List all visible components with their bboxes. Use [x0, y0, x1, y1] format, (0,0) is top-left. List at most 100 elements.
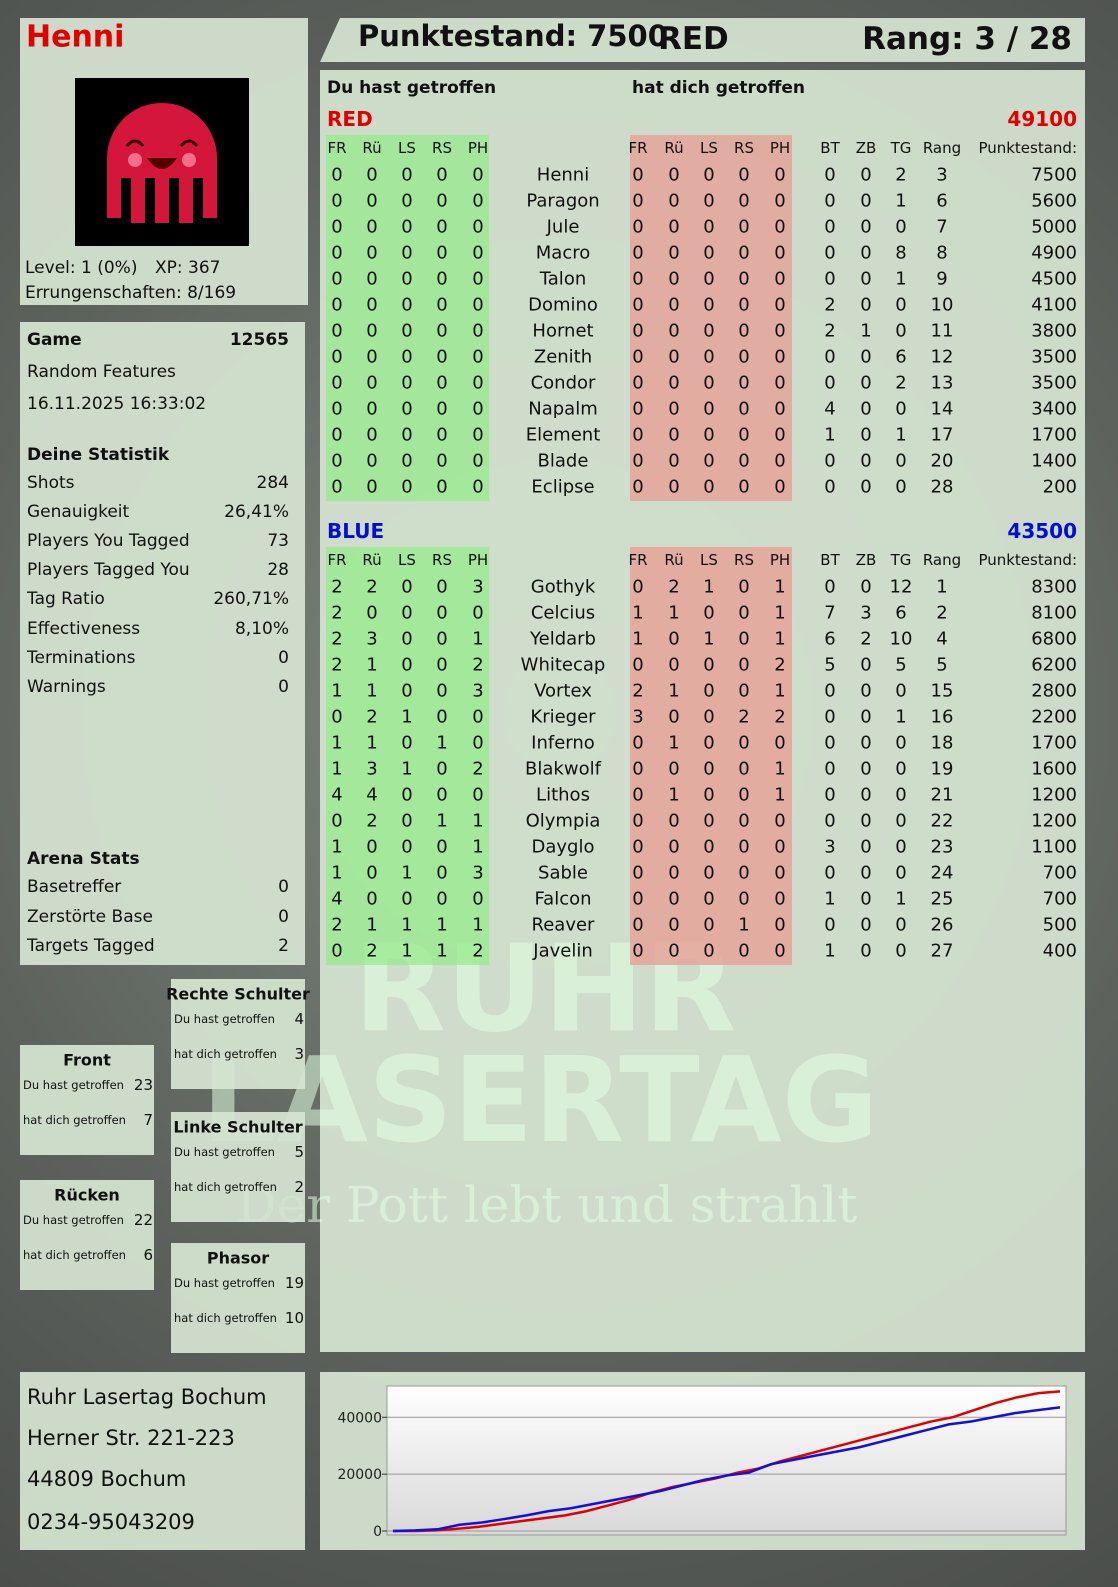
stat-cell: 27 — [930, 940, 954, 962]
stat-cell: 3 — [860, 602, 872, 624]
address-panel — [20, 1372, 305, 1550]
hit-cell: 0 — [366, 294, 378, 316]
hit-cell: 0 — [472, 476, 484, 498]
got-cell: 1 — [703, 576, 715, 598]
hit-cell: 0 — [472, 450, 484, 472]
hit-cell: 0 — [436, 576, 448, 598]
player-name-cell: Sable — [538, 862, 588, 884]
got-cell: 1 — [774, 784, 786, 806]
hit-cell: 0 — [472, 190, 484, 212]
stat-cell: 0 — [860, 242, 872, 264]
got-cell: 0 — [668, 654, 680, 676]
hit-cell: 2 — [472, 654, 484, 676]
hit-cell: 0 — [436, 346, 448, 368]
hit-cell: 0 — [436, 628, 448, 650]
zone-title: Front — [63, 1050, 111, 1070]
stat-cell: 0 — [824, 810, 836, 832]
got-cell: 0 — [668, 190, 680, 212]
hit-cell: 0 — [401, 424, 413, 446]
arena-value: 0 — [278, 877, 289, 897]
stat-cell: 0 — [895, 784, 907, 806]
got-cell: 0 — [738, 628, 750, 650]
got-cell: 0 — [668, 888, 680, 910]
player-name-cell: Paragon — [526, 190, 600, 212]
stat-cell: 2 — [860, 628, 872, 650]
hit-cell: 1 — [436, 914, 448, 936]
player-name-cell: Talon — [539, 268, 587, 290]
stat-cell: 5 — [824, 654, 836, 676]
zone-label: Du hast getroffen — [174, 1145, 275, 1159]
stat-cell: 3500 — [1031, 372, 1077, 394]
got-cell: 0 — [632, 810, 644, 832]
stat-cell: 1 — [824, 888, 836, 910]
stat-cell: 0 — [860, 294, 872, 316]
hit-cell: 2 — [472, 758, 484, 780]
got-cell: 3 — [632, 706, 644, 728]
stat-cell: 0 — [860, 706, 872, 728]
got-cell: 0 — [668, 914, 680, 936]
got-cell: 0 — [668, 372, 680, 394]
got-cell: 0 — [774, 940, 786, 962]
hit-cell: 0 — [401, 476, 413, 498]
got-cell: 0 — [774, 190, 786, 212]
hit-cell: 4 — [331, 784, 343, 806]
hit-cell: 1 — [366, 732, 378, 754]
stat-label: Players Tagged You — [27, 560, 190, 581]
hit-cell: 0 — [366, 602, 378, 624]
hit-cell: 0 — [401, 294, 413, 316]
score-chart: 0 20000 40000 — [337, 1385, 1067, 1540]
column-header: LS — [398, 139, 416, 157]
stat-cell: 0 — [860, 810, 872, 832]
hit-cell: 0 — [366, 450, 378, 472]
got-cell: 0 — [738, 424, 750, 446]
hit-cell: 0 — [472, 784, 484, 806]
stat-cell: 2 — [824, 320, 836, 342]
got-cell: 0 — [668, 268, 680, 290]
hit-column-bg — [326, 547, 489, 965]
stat-cell: 0 — [860, 914, 872, 936]
arena-value: 0 — [278, 906, 289, 927]
hit-cell: 4 — [366, 784, 378, 806]
hit-cell: 0 — [401, 398, 413, 420]
stat-cell: 700 — [1042, 888, 1077, 910]
hit-cell: 0 — [331, 424, 343, 446]
stat-cell: 2 — [824, 294, 836, 316]
column-header: PH — [467, 139, 489, 157]
stat-cell: 0 — [824, 346, 836, 368]
got-cell: 0 — [738, 836, 750, 858]
got-cell: 0 — [774, 346, 786, 368]
column-header: LS — [700, 551, 718, 569]
stat-cell: 0 — [895, 216, 907, 238]
stat-cell: 12 — [889, 576, 913, 598]
stat-value: 26,41% — [224, 502, 289, 523]
hit-cell: 0 — [331, 320, 343, 342]
hit-cell: 0 — [436, 294, 448, 316]
hit-cell: 1 — [331, 680, 343, 702]
hit-cell: 0 — [436, 372, 448, 394]
stat-cell: 13 — [930, 372, 954, 394]
stat-cell: 0 — [895, 398, 907, 420]
stat-cell: 5 — [895, 654, 907, 676]
hit-cell: 0 — [366, 216, 378, 238]
hit-cell: 2 — [331, 914, 343, 936]
player-name-cell: Falcon — [534, 888, 592, 910]
got-cell: 0 — [703, 320, 715, 342]
address-line: 44809 Bochum — [27, 1467, 187, 1491]
stat-cell: 0 — [895, 294, 907, 316]
hit-cell: 2 — [366, 940, 378, 962]
hit-cell: 1 — [436, 810, 448, 832]
got-column-bg — [630, 547, 792, 965]
stat-cell: 4 — [824, 398, 836, 420]
hit-cell: 0 — [331, 294, 343, 316]
level: Level: 1 (0%) — [25, 258, 138, 278]
hit-cell: 1 — [401, 862, 413, 884]
hit-cell: 0 — [472, 216, 484, 238]
got-cell: 0 — [703, 680, 715, 702]
hit-cell: 0 — [472, 268, 484, 290]
got-cell: 1 — [668, 680, 680, 702]
got-cell: 0 — [738, 190, 750, 212]
hit-cell: 0 — [436, 216, 448, 238]
stat-cell: 0 — [895, 836, 907, 858]
hit-cell: 0 — [436, 320, 448, 342]
address-line: Herner Str. 221-223 — [27, 1426, 235, 1450]
